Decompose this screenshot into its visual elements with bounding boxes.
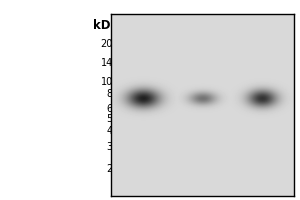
Text: 40: 40: [106, 126, 119, 136]
FancyBboxPatch shape: [124, 35, 266, 175]
Text: 30: 30: [106, 142, 119, 152]
Text: 140: 140: [100, 58, 119, 68]
Text: 80: 80: [106, 89, 119, 99]
Text: 20: 20: [106, 164, 119, 174]
Text: 100: 100: [100, 77, 119, 87]
Text: 200: 200: [100, 39, 119, 49]
Text: 50: 50: [106, 114, 119, 124]
Text: C: C: [236, 17, 245, 30]
Text: A: A: [144, 17, 152, 30]
Text: B: B: [190, 17, 199, 30]
Text: kDa: kDa: [93, 19, 119, 32]
Text: 60: 60: [106, 104, 119, 114]
